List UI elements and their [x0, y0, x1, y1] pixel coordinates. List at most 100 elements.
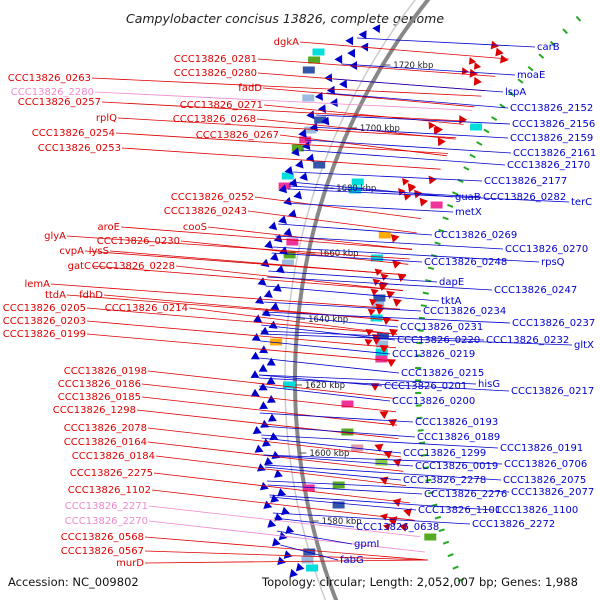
- feature-block: [314, 116, 327, 124]
- leader-line: [260, 425, 416, 438]
- gene-label: CCC13826_0269: [434, 230, 517, 241]
- tick-mark: [562, 28, 568, 35]
- reverse-gene-arrow: [266, 357, 276, 366]
- gene-label: CCC13826_0267: [196, 130, 279, 141]
- leader-line: [293, 171, 483, 182]
- gene-label: CCC13826_2161: [513, 148, 596, 159]
- reverse-gene-arrow: [272, 283, 282, 292]
- gene-label: CCC13826_1102: [68, 485, 151, 496]
- tick-mark: [438, 528, 445, 533]
- leader-line: [262, 313, 399, 328]
- reverse-gene-arrow: [299, 172, 308, 181]
- feature-block: [282, 259, 294, 267]
- forward-gene-arrow: [382, 316, 392, 325]
- leader-line: [261, 324, 396, 341]
- reverse-gene-arrow: [317, 104, 326, 114]
- tick-mark: [538, 53, 545, 59]
- forward-gene-arrow: [379, 411, 389, 419]
- feature-block: [370, 254, 383, 262]
- tick-mark: [517, 78, 524, 84]
- gene-label: gpmI: [354, 539, 379, 550]
- reverse-gene-arrow: [268, 320, 278, 329]
- feature-block: [341, 400, 354, 408]
- gene-label: rpsQ: [541, 257, 565, 268]
- right-gene-labels: carB moaE lspA CCC13826_2152 CCC13826_2156 CC…: [340, 42, 596, 566]
- leader-line: [280, 544, 339, 561]
- topology-label: Topology: circular; Length: 2,052,007 bp…: [261, 575, 578, 589]
- gene-label: CCC13826_2078: [64, 423, 147, 434]
- leader-line: [267, 276, 493, 291]
- feature-block: [430, 201, 443, 209]
- feature-block: [373, 294, 386, 302]
- gene-label: CCC13826_0567: [61, 546, 144, 557]
- leader-line: [269, 496, 417, 511]
- forward-gene-arrow: [407, 183, 415, 191]
- gene-label: CCC13826_0219: [392, 349, 475, 360]
- leader-line: [144, 550, 428, 561]
- feature-block: [332, 481, 345, 489]
- reverse-gene-arrow: [266, 395, 276, 403]
- gene-label: CCC13826_2280: [11, 87, 94, 98]
- feature-blocks-group: [270, 48, 483, 572]
- forward-gene-arrow: [383, 450, 393, 459]
- scale-label: 1720 kbp: [393, 61, 433, 71]
- tick-mark: [457, 577, 465, 583]
- tick-mark: [469, 153, 476, 159]
- reverse-gene-arrow: [281, 506, 290, 516]
- forward-gene-arrow: [392, 298, 402, 307]
- feature-block: [304, 126, 317, 134]
- leader-line: [287, 188, 570, 203]
- forward-gene-arrow: [374, 443, 384, 452]
- tick-mark: [499, 103, 506, 109]
- forward-gene-arrow: [364, 339, 373, 346]
- leader-line: [326, 92, 509, 109]
- reverse-gene-arrow: [283, 550, 293, 559]
- tick-mark: [420, 304, 427, 308]
- leader-line: [261, 437, 402, 454]
- gene-label: CCC13826_0228: [92, 261, 175, 272]
- leader-line: [144, 559, 428, 564]
- leader-line: [144, 536, 428, 561]
- gene-label: CCC13826_0201: [384, 381, 467, 392]
- forward-gene-arrow: [461, 67, 469, 75]
- reverse-gene-arrow: [329, 98, 338, 107]
- gene-label: CCC13826_0200: [392, 396, 475, 407]
- reverse-gene-arrow: [372, 24, 381, 34]
- gene-label: CCC13826_0231: [400, 322, 483, 333]
- leader-line: [117, 117, 457, 139]
- gene-label: CCC13826_2170: [507, 160, 590, 171]
- tick-marks-group: [414, 15, 582, 583]
- reverse-gene-arrow: [358, 30, 367, 40]
- leader-line: [258, 377, 510, 392]
- gene-label: moaE: [517, 70, 545, 81]
- tick-mark: [447, 553, 454, 558]
- leader-line: [257, 58, 496, 77]
- leader-line: [275, 235, 504, 250]
- reverse-gene-arrow: [285, 525, 295, 534]
- gene-label: cvpA: [59, 246, 84, 257]
- leader-line: [91, 77, 482, 97]
- reverse-gene-arrow: [278, 184, 288, 194]
- reverse-gene-arrow: [257, 277, 267, 286]
- tick-mark: [434, 241, 441, 246]
- leader-line: [258, 374, 383, 387]
- forward-gene-arrow: [370, 288, 379, 296]
- gene-label: CCC13826_0252: [171, 192, 254, 203]
- gene-label: CCC13826_0019: [415, 461, 498, 472]
- reverse-gene-arrow: [347, 48, 355, 58]
- leader-line: [188, 307, 398, 335]
- gene-label: CCC13826_0248: [424, 257, 507, 268]
- reverse-gene-arrow: [284, 166, 293, 175]
- reverse-gene-arrow: [252, 426, 262, 435]
- gene-label: CCC13826_0230: [97, 236, 180, 247]
- feature-block: [351, 178, 364, 186]
- leader-line: [264, 466, 402, 481]
- leader-line: [263, 301, 422, 312]
- tick-mark: [422, 291, 429, 295]
- feature-block: [313, 161, 326, 169]
- reverse-gene-arrow: [256, 463, 266, 472]
- leader-line: [263, 104, 464, 125]
- leader-line: [254, 196, 422, 219]
- reverse-gene-arrow: [274, 469, 283, 478]
- gene-label: fadD: [238, 83, 262, 94]
